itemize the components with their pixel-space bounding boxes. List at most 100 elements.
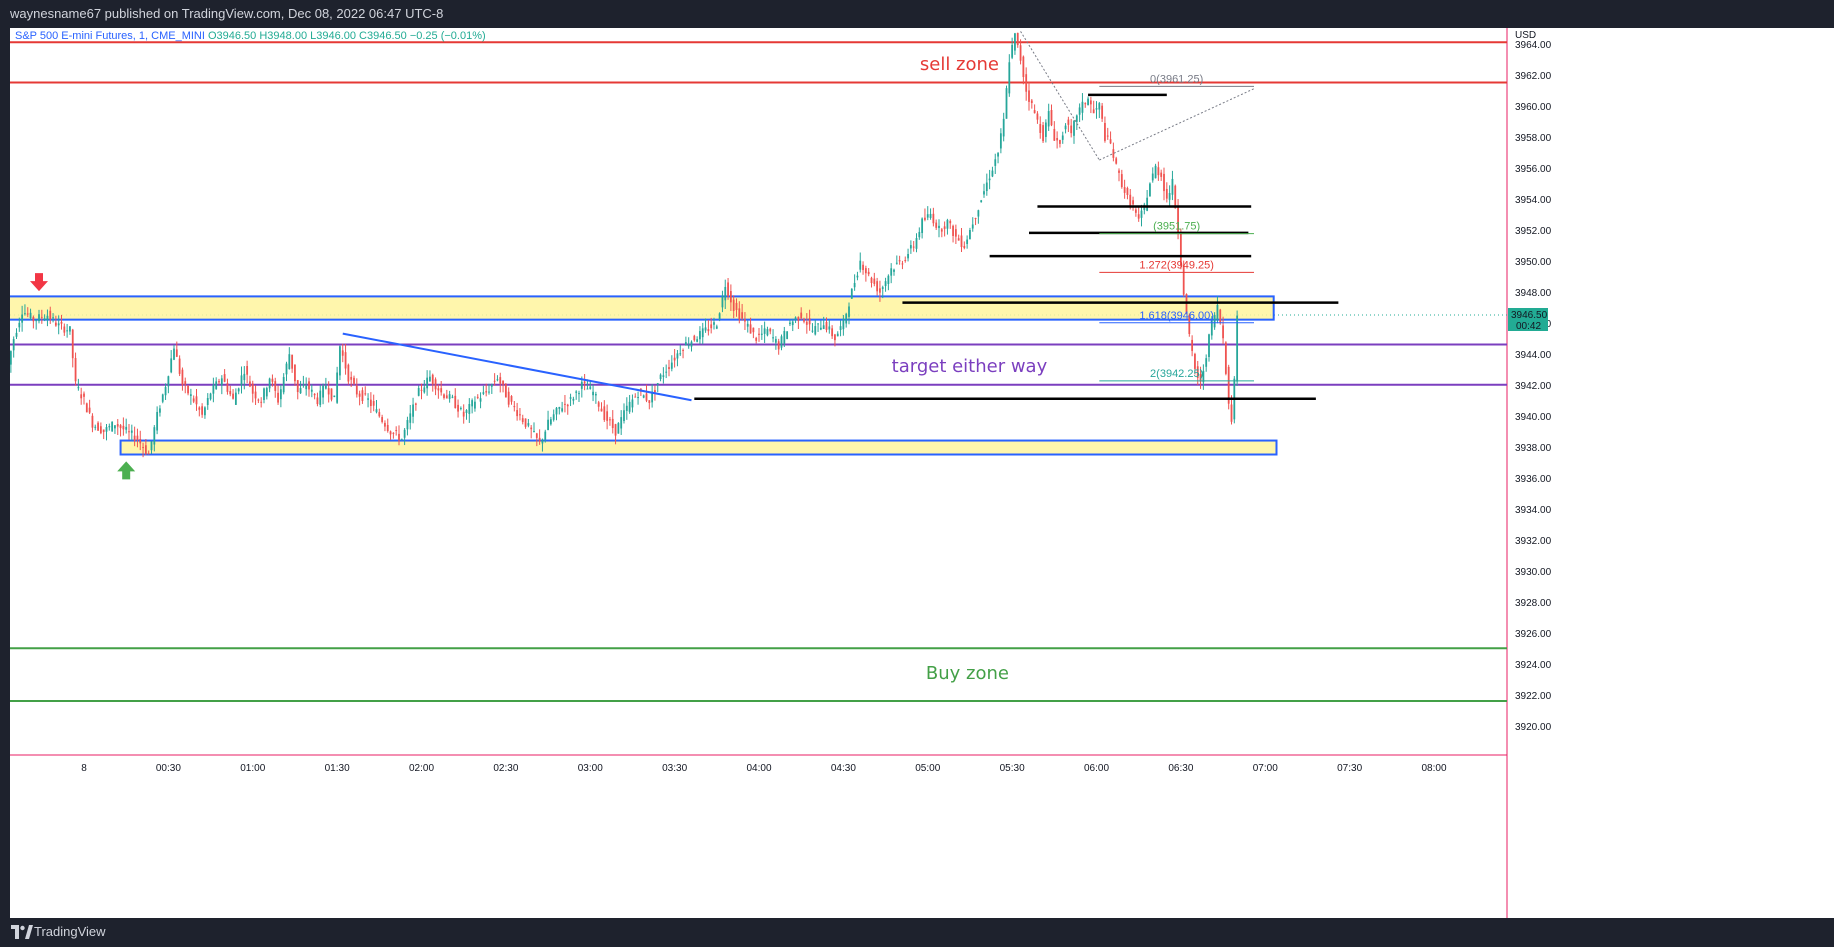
candle-body <box>814 326 817 335</box>
candle-body <box>789 322 791 325</box>
candle-body <box>263 388 265 400</box>
up-arrow-icon <box>117 461 136 480</box>
candle-body <box>173 348 175 360</box>
candle-body <box>161 394 164 402</box>
candle-body <box>1227 366 1230 404</box>
currency-label: USD <box>1515 30 1536 41</box>
candle-body <box>431 374 434 385</box>
candle-body <box>721 295 724 308</box>
candle-body <box>144 445 147 454</box>
price-tick-label: 3930.00 <box>1515 567 1552 578</box>
candle-body <box>175 349 178 357</box>
candle-body <box>676 353 679 359</box>
candle-body <box>502 380 504 385</box>
candle-body <box>533 430 535 432</box>
candle-body <box>355 385 358 395</box>
candle-body <box>15 332 18 337</box>
candle-body <box>339 346 341 376</box>
candle-body <box>1061 135 1064 140</box>
candle-body <box>561 408 564 412</box>
tradingview-logo-icon[interactable] <box>11 925 33 939</box>
candle-body <box>1019 45 1022 61</box>
candle-body <box>1202 370 1205 383</box>
candle-body <box>904 260 907 262</box>
candle-body <box>1205 358 1208 367</box>
candle-body <box>620 417 623 429</box>
candle-body <box>412 404 414 417</box>
candle-body <box>38 314 40 322</box>
candle-body <box>999 133 1002 149</box>
candle-body <box>943 226 946 229</box>
candle-body <box>43 318 46 321</box>
candle-body <box>659 374 662 380</box>
candle-body <box>459 407 462 409</box>
candle-body <box>142 447 144 449</box>
candle-body <box>614 424 617 436</box>
candle-body <box>1154 165 1157 179</box>
zone-box-1[interactable] <box>119 439 1278 456</box>
fib-trend-dotted-line <box>1099 88 1255 161</box>
candle-body <box>57 323 60 326</box>
candle-body <box>485 391 488 393</box>
candle-body <box>361 390 364 402</box>
candle-body <box>783 330 786 344</box>
candle-body <box>181 369 184 385</box>
candle-body <box>392 432 395 434</box>
candle-body <box>755 337 758 341</box>
price-tick-label: 3960.00 <box>1515 102 1552 113</box>
candle-body <box>212 384 215 394</box>
candle-body <box>907 253 909 259</box>
candle-body <box>1092 109 1095 114</box>
candle-body <box>898 260 901 262</box>
candle-body <box>696 339 699 342</box>
candle-body <box>1025 74 1028 92</box>
candle-body <box>429 376 431 382</box>
chart-area[interactable]: 0(3961.25) (3951.75) 1.272(3949.25) 1.618(3… <box>10 28 1834 918</box>
tradingview-brand[interactable]: TradingView <box>34 924 106 939</box>
candle-body <box>589 386 592 389</box>
candle-body <box>966 239 969 244</box>
candle-body <box>701 328 704 338</box>
candle-body <box>873 278 876 284</box>
candle-body <box>884 281 887 287</box>
price-tick-label: 3942.00 <box>1515 381 1552 392</box>
last-price-tag[interactable] <box>1508 308 1548 331</box>
candle-body <box>662 375 665 377</box>
bar-countdown-label: 00:42 <box>1516 321 1541 332</box>
candle-body <box>687 345 690 347</box>
candle-body <box>710 324 713 329</box>
candle-body <box>1044 122 1047 137</box>
candle-body <box>465 410 468 413</box>
candle-body <box>1036 113 1039 120</box>
candle-body <box>254 391 257 399</box>
time-tick-label: 08:00 <box>1421 763 1446 774</box>
candle-body <box>862 264 864 271</box>
candle-body <box>535 433 538 438</box>
candle-body <box>1112 149 1115 158</box>
candle-body <box>786 331 789 339</box>
candle-body <box>375 409 378 413</box>
trend-line[interactable] <box>342 332 692 402</box>
candle-body <box>575 391 578 393</box>
candle-body <box>825 321 828 330</box>
zone-box-0[interactable] <box>10 295 1275 321</box>
publish-line: waynesname67 published on TradingView.co… <box>10 6 444 21</box>
candle-body <box>890 268 893 276</box>
candle-body <box>758 333 760 335</box>
candle-body <box>859 260 862 270</box>
candle-body <box>828 326 831 330</box>
candle-body <box>111 421 114 432</box>
candle-body <box>130 430 133 433</box>
candle-body <box>350 376 353 380</box>
candle-body <box>797 316 800 321</box>
candle-body <box>1219 309 1222 324</box>
candlestick-chart[interactable]: 0(3961.25) (3951.75) 1.272(3949.25) 1.618(3… <box>10 28 1834 918</box>
candle-body <box>1022 56 1025 78</box>
candle-body <box>628 401 631 412</box>
candle-body <box>946 219 949 229</box>
candle-body <box>128 431 130 433</box>
candle-body <box>493 380 496 382</box>
fib-level-label: 1.272(3949.25) <box>1139 259 1214 271</box>
candle-body <box>954 229 957 237</box>
candle-body <box>1078 107 1081 115</box>
